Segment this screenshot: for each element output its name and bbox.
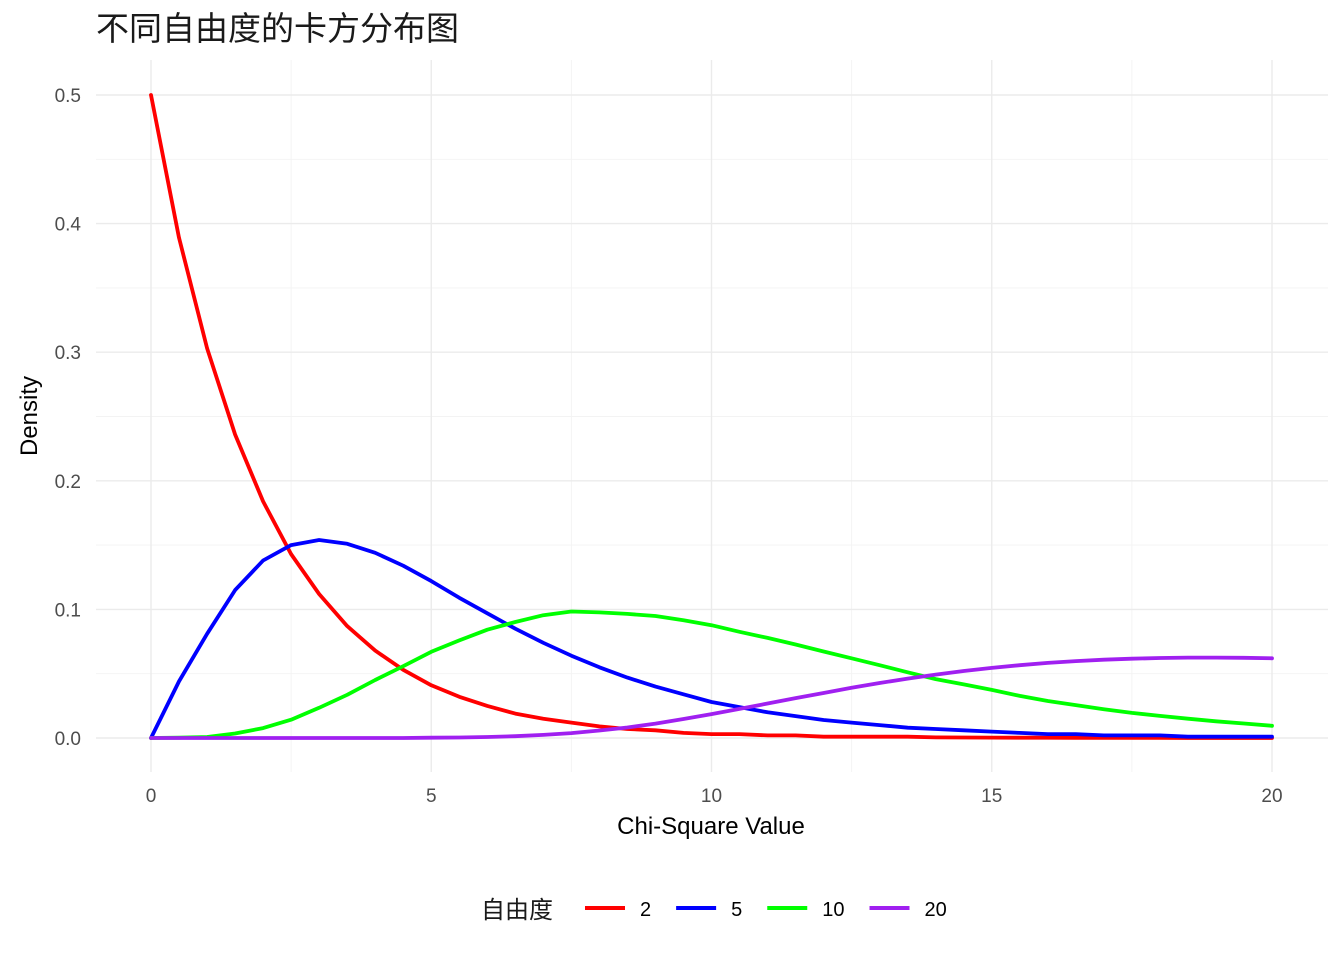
y-tick-label: 0.2 [55,472,81,493]
legend-label-df-2: 2 [640,899,651,921]
y-tick-label: 0.4 [55,215,82,236]
grid [96,60,1328,772]
y-axis-ticks: 0.0 0.1 0.2 0.3 0.4 0.5 [55,86,82,750]
y-tick-label: 0.5 [55,86,81,107]
x-axis-title: Chi-Square Value [617,813,805,840]
legend-title: 自由度 [481,896,553,924]
series-lines [149,93,1274,740]
series-line-df-2 [149,93,1274,740]
chart-title: 不同自由度的卡方分布图 [96,9,459,48]
series-line-df-20 [149,655,1274,740]
y-tick-label: 0.1 [55,600,81,621]
x-tick-label: 20 [1261,786,1282,807]
y-tick-label: 0.0 [55,729,81,750]
x-tick-label: 10 [701,786,722,807]
x-tick-label: 15 [981,786,1002,807]
series-line-df-10 [149,609,1274,740]
y-tick-label: 0.3 [55,343,81,364]
legend: 自由度 2 5 10 20 [481,896,947,924]
series-line-df-5 [149,538,1274,740]
x-axis-ticks: 0 5 10 15 20 [146,786,1283,807]
x-tick-label: 0 [146,786,157,807]
x-tick-label: 5 [426,786,437,807]
y-axis-title: Density [16,376,43,456]
legend-label-df-20: 20 [925,899,947,921]
legend-label-df-10: 10 [822,899,844,921]
legend-label-df-5: 5 [731,899,742,921]
